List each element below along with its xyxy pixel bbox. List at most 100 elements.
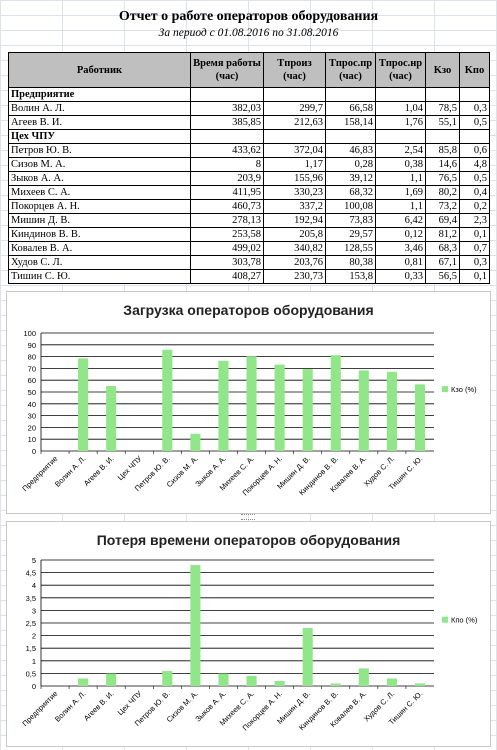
- t_nr-cell[interactable]: 2,54: [375, 143, 426, 158]
- empty-cell[interactable]: [190, 129, 264, 144]
- col-header-kzo[interactable]: Kзо: [425, 52, 460, 88]
- worker-name-cell[interactable]: Михеев С. А.: [8, 185, 191, 200]
- t_nr-cell[interactable]: 1,04: [375, 101, 426, 116]
- col-header-t-idle-pr[interactable]: Tпрос.пр (час): [325, 52, 376, 88]
- t_prod-cell[interactable]: 155,96: [263, 171, 326, 186]
- t_prod-cell[interactable]: 192,94: [263, 213, 326, 228]
- section-label[interactable]: Цех ЧПУ: [8, 129, 191, 144]
- col-header-t-idle-nr[interactable]: Tпрос.нр (час): [375, 52, 426, 88]
- empty-cell[interactable]: [325, 87, 376, 102]
- kzo-cell[interactable]: 81,2: [425, 227, 460, 242]
- resize-handle[interactable]: [241, 514, 255, 520]
- col-header-work-time[interactable]: Время работы (час): [190, 52, 264, 88]
- kzo-cell[interactable]: 55,1: [425, 115, 460, 130]
- kpo-cell[interactable]: 4,8: [459, 157, 490, 172]
- kpo-cell[interactable]: 0,1: [459, 227, 490, 242]
- chart-load[interactable]: Загрузка операторов оборудования 0 10 20 30…: [6, 291, 491, 514]
- kpo-cell[interactable]: 2,3: [459, 213, 490, 228]
- t_prod-cell[interactable]: 203,76: [263, 255, 326, 270]
- t_nr-cell[interactable]: 0,12: [375, 227, 426, 242]
- t_nr-cell[interactable]: 1,1: [375, 199, 426, 214]
- kpo-cell[interactable]: 0,6: [459, 143, 490, 158]
- kpo-cell[interactable]: 0,3: [459, 101, 490, 116]
- t_nr-cell[interactable]: 6,42: [375, 213, 426, 228]
- t_work-cell[interactable]: 499,02: [190, 241, 264, 256]
- empty-cell[interactable]: [375, 129, 426, 144]
- empty-cell[interactable]: [263, 87, 326, 102]
- empty-cell[interactable]: [425, 129, 460, 144]
- empty-cell[interactable]: [325, 129, 376, 144]
- worker-name-cell[interactable]: Волин А. Л.: [8, 101, 191, 116]
- t_pr-cell[interactable]: 73,83: [325, 213, 376, 228]
- t_nr-cell[interactable]: 1,76: [375, 115, 426, 130]
- t_nr-cell[interactable]: 0,33: [375, 269, 426, 284]
- t_pr-cell[interactable]: 100,08: [325, 199, 376, 214]
- kpo-cell[interactable]: 0,5: [459, 171, 490, 186]
- t_work-cell[interactable]: 460,73: [190, 199, 264, 214]
- t_prod-cell[interactable]: 330,23: [263, 185, 326, 200]
- col-header-t-prod[interactable]: Tпроиз (час): [263, 52, 326, 88]
- col-header-kpo[interactable]: Kпо: [459, 52, 490, 88]
- empty-cell[interactable]: [459, 87, 490, 102]
- t_pr-cell[interactable]: 66,58: [325, 101, 376, 116]
- t_nr-cell[interactable]: 0,38: [375, 157, 426, 172]
- empty-cell[interactable]: [425, 87, 460, 102]
- t_prod-cell[interactable]: 299,7: [263, 101, 326, 116]
- t_work-cell[interactable]: 411,95: [190, 185, 264, 200]
- t_work-cell[interactable]: 203,9: [190, 171, 264, 186]
- t_prod-cell[interactable]: 372,04: [263, 143, 326, 158]
- kpo-cell[interactable]: 0,1: [459, 269, 490, 284]
- kpo-cell[interactable]: 0,2: [459, 199, 490, 214]
- kzo-cell[interactable]: 78,5: [425, 101, 460, 116]
- worker-name-cell[interactable]: Мишин Д. В.: [8, 213, 191, 228]
- kzo-cell[interactable]: 69,4: [425, 213, 460, 228]
- t_nr-cell[interactable]: 0,81: [375, 255, 426, 270]
- kzo-cell[interactable]: 68,3: [425, 241, 460, 256]
- section-label[interactable]: Предприятие: [8, 87, 191, 102]
- worker-name-cell[interactable]: Сизов М. А.: [8, 157, 191, 172]
- t_pr-cell[interactable]: 46,83: [325, 143, 376, 158]
- kpo-cell[interactable]: 0,7: [459, 241, 490, 256]
- worker-name-cell[interactable]: Покорцев А. Н.: [8, 199, 191, 214]
- t_pr-cell[interactable]: 128,55: [325, 241, 376, 256]
- t_prod-cell[interactable]: 205,8: [263, 227, 326, 242]
- t_work-cell[interactable]: 382,03: [190, 101, 264, 116]
- worker-name-cell[interactable]: Тишин С. Ю.: [8, 269, 191, 284]
- t_work-cell[interactable]: 253,58: [190, 227, 264, 242]
- kzo-cell[interactable]: 67,1: [425, 255, 460, 270]
- kpo-cell[interactable]: 0,3: [459, 255, 490, 270]
- t_pr-cell[interactable]: 39,12: [325, 171, 376, 186]
- t_pr-cell[interactable]: 0,28: [325, 157, 376, 172]
- kzo-cell[interactable]: 85,8: [425, 143, 460, 158]
- kzo-cell[interactable]: 73,2: [425, 199, 460, 214]
- t_work-cell[interactable]: 278,13: [190, 213, 264, 228]
- empty-cell[interactable]: [459, 129, 490, 144]
- worker-name-cell[interactable]: Худов С. Л.: [8, 255, 191, 270]
- kpo-cell[interactable]: 0,4: [459, 185, 490, 200]
- t_pr-cell[interactable]: 68,32: [325, 185, 376, 200]
- col-header-worker[interactable]: Работник: [8, 52, 191, 88]
- kzo-cell[interactable]: 56,5: [425, 269, 460, 284]
- empty-cell[interactable]: [263, 129, 326, 144]
- t_nr-cell[interactable]: 1,69: [375, 185, 426, 200]
- t_prod-cell[interactable]: 230,73: [263, 269, 326, 284]
- t_pr-cell[interactable]: 80,38: [325, 255, 376, 270]
- t_prod-cell[interactable]: 340,82: [263, 241, 326, 256]
- t_nr-cell[interactable]: 3,46: [375, 241, 426, 256]
- t_work-cell[interactable]: 385,85: [190, 115, 264, 130]
- kpo-cell[interactable]: 0,5: [459, 115, 490, 130]
- worker-name-cell[interactable]: Киндинов В. В.: [8, 227, 191, 242]
- t_work-cell[interactable]: 433,62: [190, 143, 264, 158]
- chart-time-loss[interactable]: Потеря времени операторов оборудования 0…: [6, 521, 491, 747]
- worker-name-cell[interactable]: Зыков А. А.: [8, 171, 191, 186]
- kzo-cell[interactable]: 14,6: [425, 157, 460, 172]
- worker-name-cell[interactable]: Ковалев В. А.: [8, 241, 191, 256]
- t_work-cell[interactable]: 8: [190, 157, 264, 172]
- t_work-cell[interactable]: 408,27: [190, 269, 264, 284]
- t_pr-cell[interactable]: 158,14: [325, 115, 376, 130]
- t_pr-cell[interactable]: 153,8: [325, 269, 376, 284]
- worker-name-cell[interactable]: Агеев В. И.: [8, 115, 191, 130]
- empty-cell[interactable]: [190, 87, 264, 102]
- kzo-cell[interactable]: 76,5: [425, 171, 460, 186]
- kzo-cell[interactable]: 80,2: [425, 185, 460, 200]
